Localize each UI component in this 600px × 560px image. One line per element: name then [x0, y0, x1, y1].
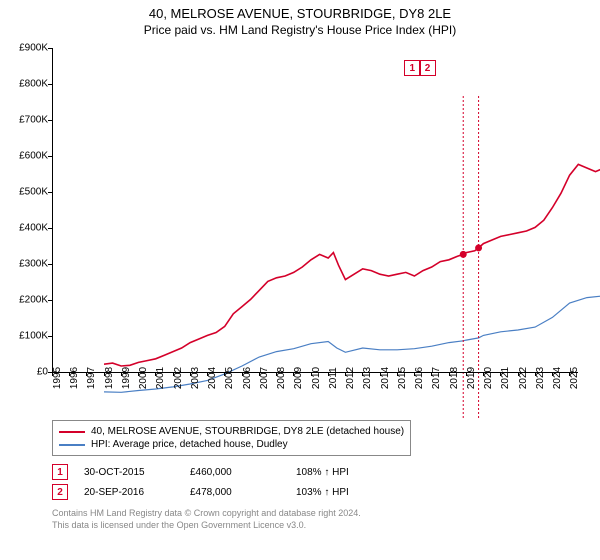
sale-hpi: 108% ↑ HPI [296, 467, 386, 478]
x-tick-label: 2012 [345, 367, 356, 389]
x-tick-label: 2003 [190, 367, 201, 389]
legend-label: 40, MELROSE AVENUE, STOURBRIDGE, DY8 2LE… [91, 426, 404, 437]
x-tick-label: 2013 [362, 367, 373, 389]
x-tick-label: 2023 [535, 367, 546, 389]
x-tick-label: 2011 [328, 367, 339, 389]
x-tick-label: 2004 [207, 367, 218, 389]
sale-marker: 1 [52, 464, 68, 480]
y-tick-label: £300K [0, 259, 48, 270]
x-tick-label: 2025 [569, 367, 580, 389]
x-tick-label: 2001 [155, 367, 166, 389]
x-tick-label: 2020 [483, 367, 494, 389]
y-tick-label: £0 [0, 367, 48, 378]
footer-line-2: This data is licensed under the Open Gov… [52, 520, 361, 532]
legend-item: HPI: Average price, detached house, Dudl… [59, 438, 404, 451]
y-tick-label: £600K [0, 151, 48, 162]
sale-hpi: 103% ↑ HPI [296, 487, 386, 498]
x-tick-label: 2002 [173, 367, 184, 389]
y-tick-label: £200K [0, 295, 48, 306]
x-tick-label: 2015 [397, 367, 408, 389]
legend-label: HPI: Average price, detached house, Dudl… [91, 439, 288, 450]
legend-item: 40, MELROSE AVENUE, STOURBRIDGE, DY8 2LE… [59, 425, 404, 438]
legend: 40, MELROSE AVENUE, STOURBRIDGE, DY8 2LE… [52, 420, 411, 456]
x-tick-label: 2006 [242, 367, 253, 389]
x-tick-label: 2016 [414, 367, 425, 389]
y-tick-label: £900K [0, 43, 48, 54]
y-tick-label: £100K [0, 331, 48, 342]
marker-box-1: 1 [404, 60, 420, 76]
sale-row: 2 20-SEP-2016 £478,000 103% ↑ HPI [52, 482, 386, 502]
chart-subtitle: Price paid vs. HM Land Registry's House … [0, 21, 600, 41]
sale-date: 30-OCT-2015 [84, 467, 174, 478]
x-tick-label: 2010 [311, 367, 322, 389]
sale-row: 1 30-OCT-2015 £460,000 108% ↑ HPI [52, 462, 386, 482]
x-tick-label: 2018 [449, 367, 460, 389]
sale-date: 20-SEP-2016 [84, 487, 174, 498]
x-tick-label: 2024 [552, 367, 563, 389]
x-tick-label: 2000 [138, 367, 149, 389]
x-tick-label: 2009 [293, 367, 304, 389]
x-tick-label: 1997 [86, 367, 97, 389]
x-tick-label: 2022 [518, 367, 529, 389]
chart-plot-area [52, 48, 578, 372]
x-tick-label: 1996 [69, 367, 80, 389]
legend-swatch [59, 431, 85, 433]
y-tick-label: £400K [0, 223, 48, 234]
marker-box-2: 2 [420, 60, 436, 76]
x-tick-label: 1998 [104, 367, 115, 389]
sales-table: 1 30-OCT-2015 £460,000 108% ↑ HPI 2 20-SEP-20… [52, 462, 386, 502]
axis-line [52, 372, 578, 373]
chart-title: 40, MELROSE AVENUE, STOURBRIDGE, DY8 2LE [0, 0, 600, 21]
footer-line-1: Contains HM Land Registry data © Crown c… [52, 508, 361, 520]
footer-attribution: Contains HM Land Registry data © Crown c… [52, 508, 361, 531]
x-tick-label: 2007 [259, 367, 270, 389]
sale-marker: 2 [52, 484, 68, 500]
y-tick-label: £800K [0, 79, 48, 90]
x-tick-label: 2017 [431, 367, 442, 389]
y-tick-label: £700K [0, 115, 48, 126]
x-tick-label: 1999 [121, 367, 132, 389]
axis-line [52, 48, 53, 372]
x-tick-label: 2014 [380, 367, 391, 389]
x-tick-label: 1995 [52, 367, 63, 389]
legend-swatch [59, 444, 85, 446]
sale-price: £478,000 [190, 487, 280, 498]
sale-price: £460,000 [190, 467, 280, 478]
y-tick-label: £500K [0, 187, 48, 198]
x-tick-label: 2019 [466, 367, 477, 389]
x-tick-label: 2005 [224, 367, 235, 389]
x-tick-label: 2008 [276, 367, 287, 389]
series-property [104, 164, 600, 366]
x-tick-label: 2021 [500, 367, 511, 389]
